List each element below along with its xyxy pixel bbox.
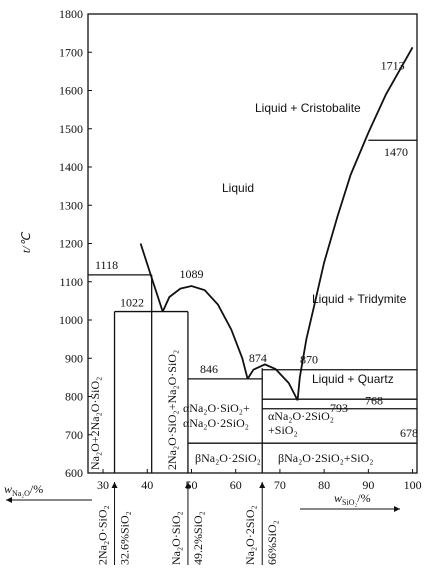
isotherm-label: 678 (400, 426, 418, 440)
isotherm-label: 768 (365, 394, 383, 408)
y-tick-label: 1400 (59, 160, 83, 174)
liquidus-curve (161, 285, 249, 380)
y-tick-label: 1500 (59, 122, 83, 136)
phase-label: +SiO₂ (268, 423, 298, 437)
phase-label: αNa₂O·SiO₂+ (183, 401, 250, 415)
compound-formula: Na₂O·SiO₂ (169, 511, 183, 565)
y-tick-label: 1300 (59, 198, 83, 212)
x-axis-label-unit: /% (357, 491, 370, 505)
x2-axis-label-symbol: w (4, 482, 12, 496)
phase-label: Na₂O+2Na₂O·SiO₂ (88, 377, 102, 470)
compound-composition: 49.2%SiO₂ (191, 511, 205, 565)
y-tick-label: 700 (65, 428, 83, 442)
x2-axis-label-unit: /% (30, 482, 43, 496)
region-label: Liquid (222, 181, 254, 195)
region-label: Liquid + Cristobalite (255, 101, 361, 115)
x-axis-label: wSiO₂/% (334, 491, 371, 507)
x-tick-label: 70 (274, 478, 286, 492)
isotherm-label: 1022 (120, 296, 144, 310)
phase-label: 2Na₂O·SiO₂+Na₂O·SiO₂ (165, 350, 179, 470)
y-tick-label: 1100 (59, 275, 83, 289)
y-axis-label: t/℃ (19, 231, 33, 253)
y-tick-label: 1000 (59, 313, 83, 327)
isotherm-label: 846 (200, 362, 218, 376)
compound-composition: 32.6%SiO₂ (118, 511, 132, 565)
y-tick-label: 600 (65, 466, 83, 480)
phase-label: αNa₂O·2SiO₂ (183, 416, 249, 430)
point-label: 1713 (381, 58, 405, 72)
compound-formula: Na₂O·2SiO₂ (243, 505, 257, 565)
compound-formula: 2Na₂O·SiO₂ (96, 505, 110, 565)
isotherm-label: 870 (300, 353, 318, 367)
y-tick-label: 900 (65, 351, 83, 365)
y-tick-label: 1200 (59, 237, 83, 251)
region-label: Liquid + Quartz (312, 372, 394, 386)
phase-label: βNa₂O·2SiO₂ (195, 451, 261, 465)
x-axis-label-sub: SiO₂ (342, 498, 357, 507)
x-tick-label: 30 (97, 478, 109, 492)
x2-axis-label: wNa₂O/% (4, 482, 43, 498)
x-tick-label: 80 (318, 478, 330, 492)
x-axis-label-symbol: w (334, 491, 342, 505)
phase-label: αNa₂O·2SiO₂ (268, 409, 334, 423)
compound-composition: 66%SiO₂ (265, 520, 279, 565)
y-tick-label: 1600 (59, 84, 83, 98)
liquidus-curve (246, 363, 299, 401)
point-label: 874 (249, 351, 267, 365)
y-tick-label: 1800 (59, 7, 83, 21)
phase-label: βNa₂O·2SiO₂+SiO₂ (278, 451, 373, 465)
y-tick-label: 1700 (59, 45, 83, 59)
point-label: 1089 (179, 267, 203, 281)
x-tick-label: 50 (185, 478, 197, 492)
y-tick-label: 800 (65, 390, 83, 404)
isotherm-label: 1470 (384, 145, 408, 159)
isotherm-label: 1118 (95, 258, 118, 272)
x-tick-label: 90 (362, 478, 374, 492)
x2-axis-label-sub: Na₂O (12, 489, 30, 498)
liquidus-curve (296, 46, 414, 401)
x-tick-label: 100 (404, 478, 422, 492)
region-label: Liquid + Tridymite (312, 292, 407, 306)
x-tick-label: 40 (141, 478, 153, 492)
x-tick-label: 60 (230, 478, 242, 492)
